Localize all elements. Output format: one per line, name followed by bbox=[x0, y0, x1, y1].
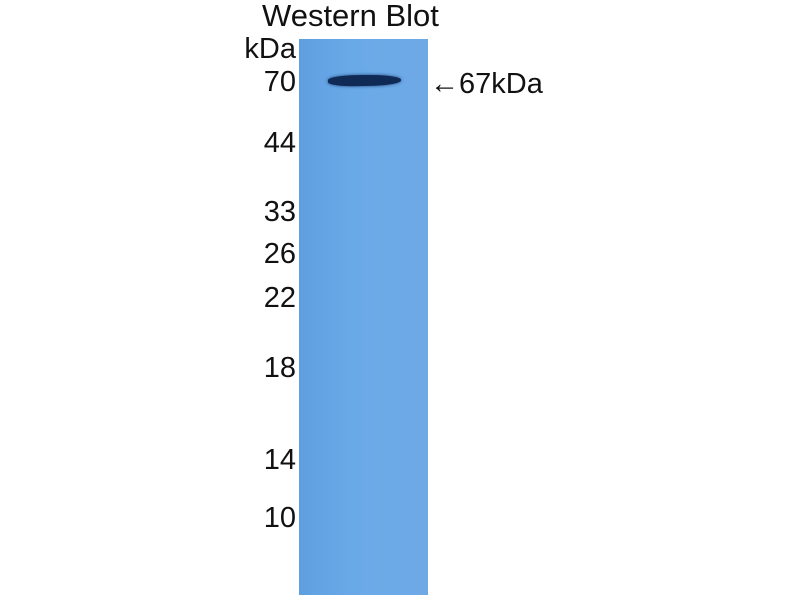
marker-label: 10 bbox=[263, 502, 296, 534]
marker-label: 22 bbox=[263, 282, 296, 314]
blot-lane bbox=[299, 39, 428, 595]
marker-label: 14 bbox=[263, 444, 296, 476]
figure-title: Western Blot bbox=[262, 0, 439, 33]
marker-label: 18 bbox=[263, 352, 296, 384]
marker-label: 33 bbox=[263, 196, 296, 228]
unit-label: kDa bbox=[244, 33, 296, 65]
marker-label: 26 bbox=[263, 238, 296, 270]
marker-label: 70 bbox=[263, 66, 296, 98]
marker-label: 44 bbox=[263, 127, 296, 159]
band-size-annotation: ←67kDa bbox=[430, 68, 543, 100]
